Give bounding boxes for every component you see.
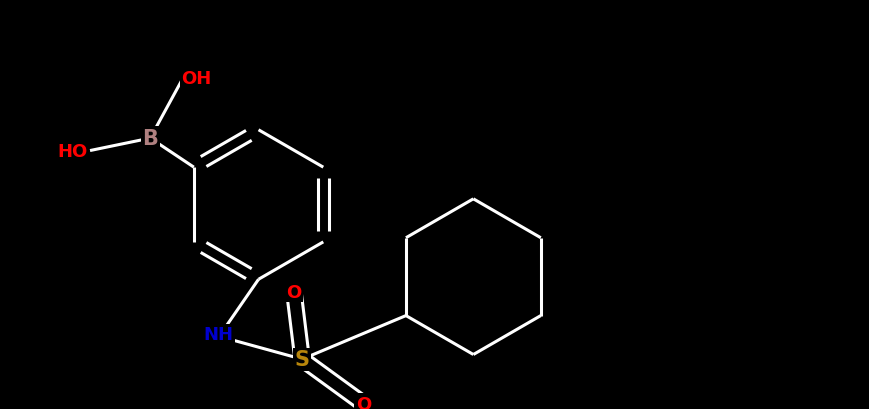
- Text: S: S: [295, 349, 309, 369]
- Text: NH: NH: [203, 326, 233, 344]
- Text: HO: HO: [57, 142, 88, 160]
- Text: B: B: [143, 129, 158, 149]
- Text: OH: OH: [182, 70, 212, 88]
- Text: O: O: [355, 395, 371, 409]
- Text: O: O: [286, 283, 302, 301]
